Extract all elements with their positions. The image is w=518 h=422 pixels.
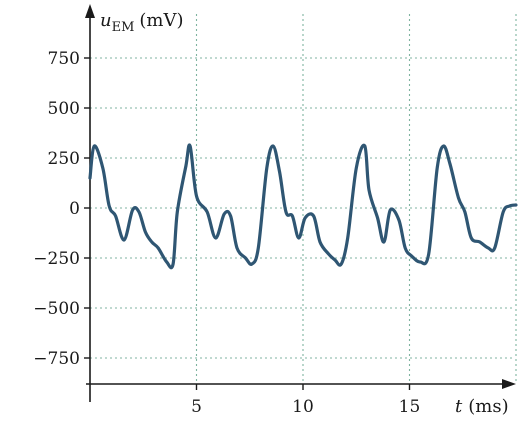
grid (90, 14, 517, 384)
x-tick-label: 5 (191, 397, 202, 417)
y-tick-label: 250 (48, 149, 80, 169)
axes (84, 4, 516, 402)
y-axis-title: uEM (mV) (100, 10, 184, 35)
x-axis-arrow (502, 379, 516, 389)
y-tick-label: −250 (33, 249, 80, 269)
x-axis-unit: (ms) (468, 396, 508, 417)
x-axis-title: t (ms) (455, 396, 509, 417)
y-axis-arrow (85, 4, 95, 18)
y-axis-unit: (mV) (139, 10, 183, 31)
y-tick-label: 0 (69, 199, 80, 219)
y-axis-symbol: u (100, 10, 112, 31)
x-axis-symbol: t (455, 396, 463, 417)
y-tick-label: 750 (48, 49, 80, 69)
series-layer (88, 143, 518, 270)
x-tick-label: 10 (292, 397, 314, 417)
series-line-0 (88, 143, 518, 270)
y-tick-label: 500 (48, 99, 80, 119)
y-axis-subscript: EM (112, 20, 135, 35)
y-tick-label: −750 (33, 349, 80, 369)
tick-labels: 750 500 250 0 −250 −500 −750 5 10 15 (33, 49, 420, 417)
x-tick-label: 15 (399, 397, 421, 417)
y-tick-label: −500 (33, 299, 80, 319)
